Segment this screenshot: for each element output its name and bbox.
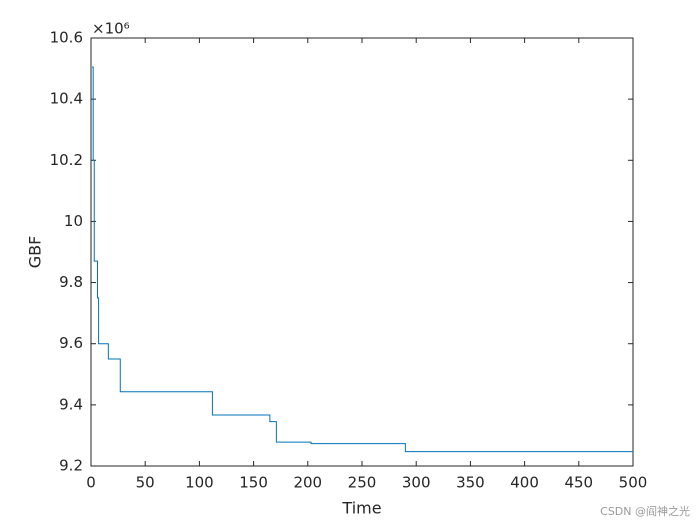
y-axis-label: GBF	[26, 236, 45, 269]
x-tick-label: 450	[564, 474, 593, 492]
y-tick-label: 10.2	[50, 151, 83, 169]
x-tick-label: 150	[239, 474, 268, 492]
x-tick-label: 300	[402, 474, 431, 492]
watermark: CSDN @阎神之光	[600, 504, 690, 518]
x-tick-label: 400	[510, 474, 539, 492]
y-tick-label: 10.4	[50, 90, 83, 108]
y-tick-label: 9.2	[59, 457, 83, 475]
x-tick-label: 0	[86, 474, 96, 492]
x-axis-label: Time	[341, 499, 381, 518]
y-tick-label: 9.8	[59, 273, 83, 291]
y-tick-label: 9.4	[59, 395, 83, 413]
x-tick-label: 200	[293, 474, 322, 492]
y-tick-label: 10.6	[50, 29, 83, 47]
y-tick-label: 9.6	[59, 334, 83, 352]
x-tick-label: 350	[456, 474, 485, 492]
x-tick-label: 50	[136, 474, 155, 492]
data-line	[92, 66, 633, 453]
x-tick-label: 500	[619, 474, 648, 492]
axes-box	[90, 37, 634, 467]
y-exponent: ×10⁶	[92, 20, 130, 38]
x-tick-label: 250	[348, 474, 377, 492]
y-tick-label: 10	[64, 212, 83, 230]
x-tick-label: 100	[185, 474, 214, 492]
